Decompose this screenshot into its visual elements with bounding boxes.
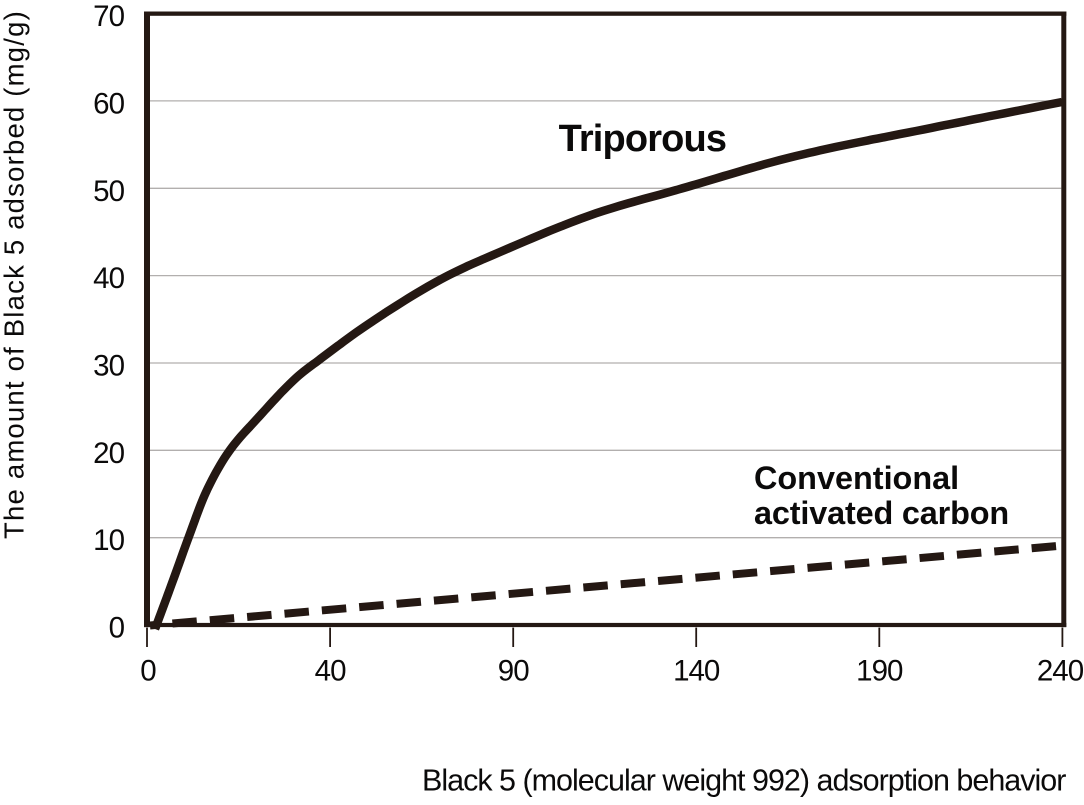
svg-text:10: 10 [93,524,124,557]
svg-text:Conventional: Conventional [754,460,959,496]
svg-text:40: 40 [93,262,124,295]
svg-text:50: 50 [93,175,124,208]
svg-text:20: 20 [93,437,124,470]
svg-text:The amount of Black 5 adsorbed: The amount of Black 5 adsorbed (mg/g) [0,10,30,539]
svg-text:Black 5 (molecular weight 992): Black 5 (molecular weight 992) adsorptio… [422,764,1066,798]
svg-text:90: 90 [498,654,529,687]
svg-text:activated carbon: activated carbon [754,495,1009,531]
svg-text:30: 30 [93,350,124,383]
svg-text:240: 240 [1037,654,1084,687]
svg-text:140: 140 [673,654,720,687]
svg-text:0: 0 [109,612,125,645]
svg-text:0: 0 [140,654,156,687]
svg-text:70: 70 [93,0,124,33]
svg-text:190: 190 [856,654,903,687]
svg-text:60: 60 [93,87,124,120]
svg-text:Triporous: Triporous [559,118,727,160]
svg-text:40: 40 [315,654,346,687]
